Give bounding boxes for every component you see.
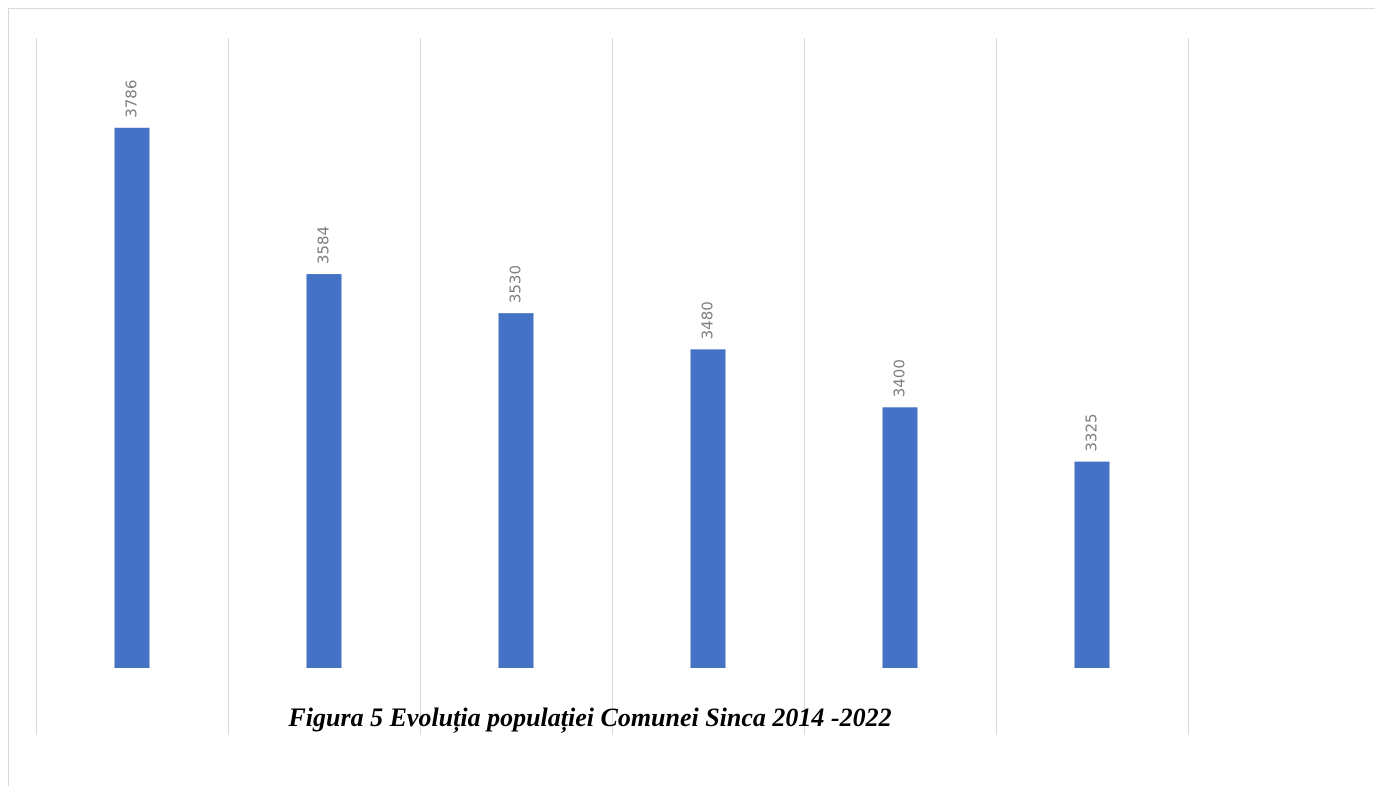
value-label: 3786 [123, 80, 141, 118]
bar [114, 127, 150, 669]
value-label: 3584 [315, 226, 333, 264]
bar [498, 313, 534, 668]
bar [1074, 461, 1110, 668]
bar [882, 407, 918, 668]
bar [690, 349, 726, 668]
bar [306, 274, 342, 668]
value-label: 3325 [1083, 413, 1101, 451]
value-label: 3530 [507, 265, 525, 303]
chart-title: Figura 5 Evoluția populației Comunei Sin… [287, 703, 891, 733]
value-label: 3400 [891, 359, 909, 397]
category-grid [36, 38, 1189, 735]
value-label: 3480 [699, 301, 717, 339]
